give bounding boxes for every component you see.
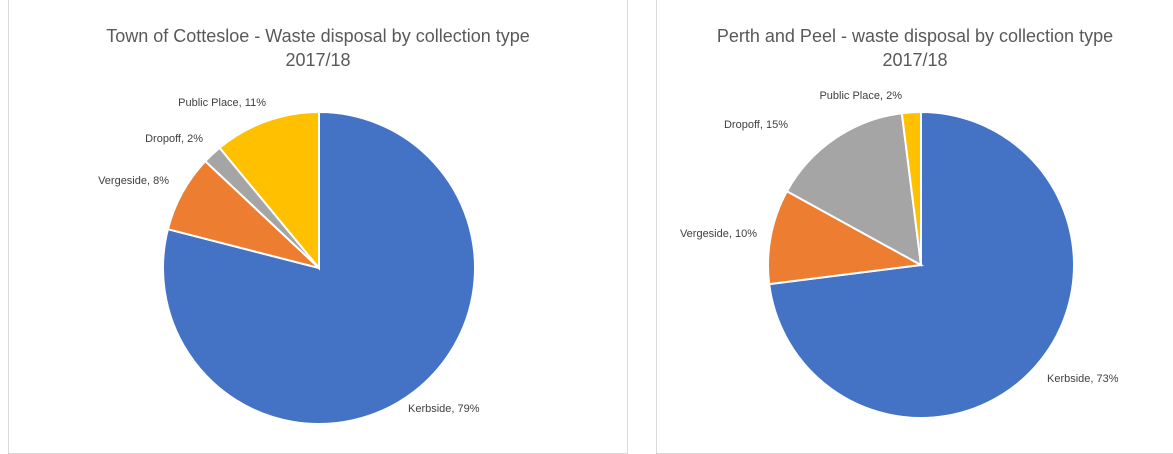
perth-peel-pie-chart: Perth and Peel - waste disposal by colle…: [656, 0, 1173, 454]
pie-slice-vergeside: [767, 189, 925, 286]
perth-peel-pie-svg: Kerbside, 73% Vergeside, 10% Dropoff, 15% P…: [680, 90, 1119, 419]
data-label-dropoff: Dropoff, 2%: [145, 133, 203, 145]
data-label-kerbside: Kerbside, 79%: [408, 403, 480, 415]
chart-title: Perth and Peel - waste disposal by colle…: [716, 26, 1114, 70]
data-label-kerbside: Kerbside, 73%: [1047, 373, 1119, 385]
data-label-vergeside: Vergeside, 8%: [98, 175, 169, 187]
chart-title: Town of Cottesloe - Waste disposal by co…: [106, 26, 530, 70]
cottesloe-pie-chart: Town of Cottesloe - Waste disposal by co…: [8, 0, 628, 454]
cottesloe-pie-svg: Kerbside, 79% Vergeside, 8% Dropoff, 2% Pub…: [98, 97, 480, 425]
pie-slice-kerbside: [162, 110, 476, 425]
data-label-public-place: Public Place, 2%: [819, 90, 902, 102]
pie-slice-dropoff: [785, 112, 923, 267]
data-label-dropoff: Dropoff, 15%: [724, 119, 788, 131]
data-label-public-place: Public Place, 11%: [178, 97, 266, 109]
pie-slice-public-place: [218, 110, 320, 271]
pie-slice-public-place: [900, 110, 922, 266]
data-label-vergeside: Vergeside, 10%: [680, 228, 757, 240]
